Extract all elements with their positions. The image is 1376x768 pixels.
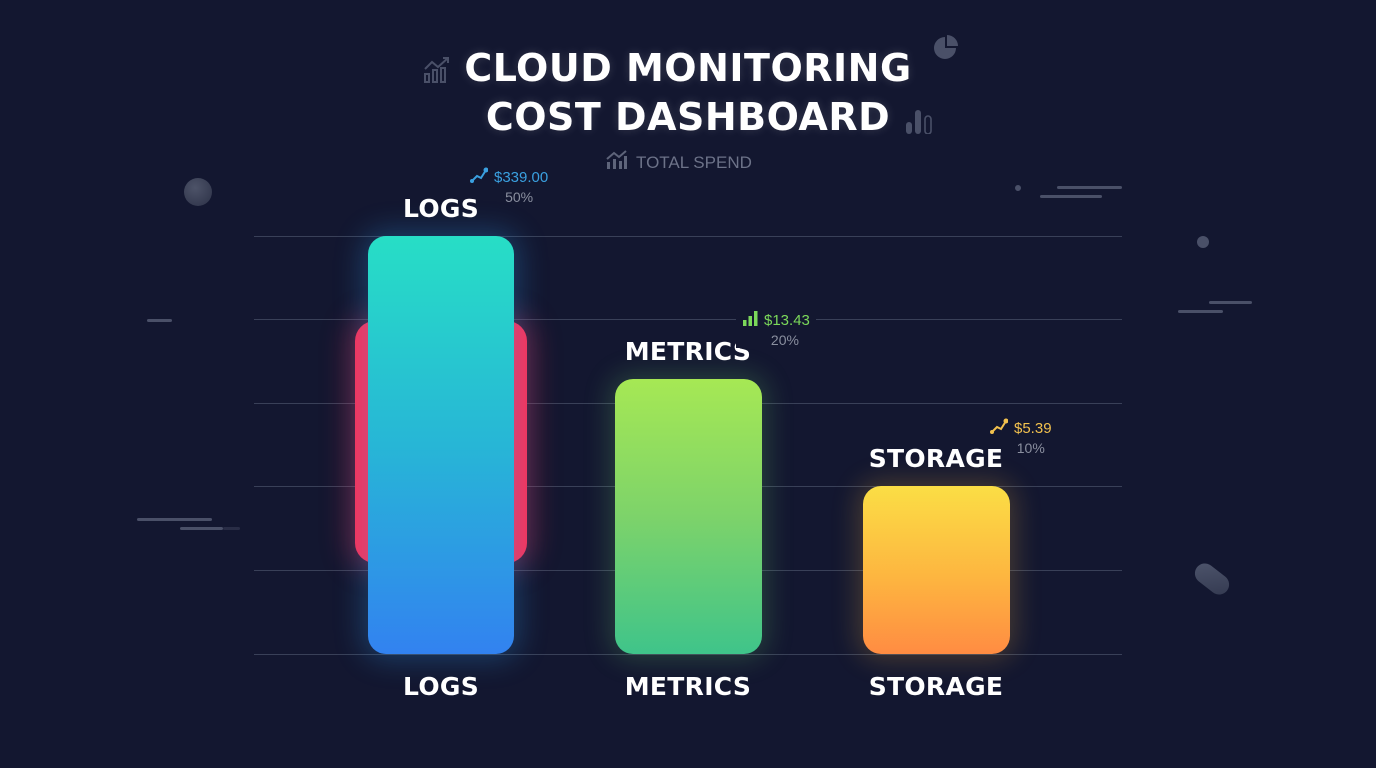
- decor-dash: [137, 518, 212, 521]
- bar-chart-icon: [905, 108, 933, 135]
- subtitle-text: TOTAL SPEND: [636, 152, 752, 172]
- metrics-value-box: $13.43 20%: [736, 310, 816, 348]
- pie-chart-icon: [932, 35, 958, 61]
- metrics-bottom-label: METRICS: [624, 672, 752, 701]
- logs-bottom-label: LOGS: [402, 672, 480, 701]
- gridline: [254, 319, 1122, 320]
- decor-circle: [184, 178, 212, 206]
- decor-dash: [1209, 301, 1252, 304]
- decor-dash: [147, 319, 172, 322]
- logs-value: $339.00: [494, 168, 549, 186]
- gridline: [254, 654, 1122, 655]
- page-title-line1: CLOUD MONITORING: [464, 46, 912, 90]
- subtitle: TOTAL SPEND: [606, 150, 752, 175]
- decor-dash: [1057, 186, 1122, 189]
- metrics-top-label: METRICS: [624, 337, 752, 366]
- storage-bar[interactable]: [863, 486, 1010, 654]
- storage-percent: 10%: [1016, 440, 1045, 456]
- decor-dash: [1178, 310, 1223, 313]
- logs-bar[interactable]: [368, 236, 514, 654]
- decor-dot: [1197, 236, 1209, 248]
- decor-dash: [223, 527, 240, 530]
- decor-dash: [180, 527, 223, 530]
- trend-line-icon: [990, 418, 1009, 438]
- storage-value-box: $5.39 10%: [990, 418, 1052, 456]
- decor-dot: [1015, 185, 1021, 191]
- signal-bars-icon: [742, 310, 758, 330]
- metrics-percent: 20%: [770, 332, 799, 348]
- logs-top-label: LOGS: [402, 194, 480, 223]
- logs-value-box: $339.00 50%: [470, 167, 548, 205]
- storage-top-label: STORAGE: [868, 444, 1004, 473]
- page-title-line2: COST DASHBOARD: [485, 95, 891, 139]
- decor-pill: [1190, 559, 1234, 599]
- gridline: [254, 236, 1122, 237]
- metrics-value: $13.43: [764, 311, 810, 329]
- logs-percent: 50%: [505, 189, 534, 205]
- trend-line-icon: [470, 167, 489, 187]
- bar-chart-trend-icon: [606, 150, 628, 175]
- chart-trend-icon: [422, 55, 452, 85]
- storage-value: $5.39: [1014, 419, 1052, 437]
- decor-dash: [1040, 195, 1102, 198]
- storage-bottom-label: STORAGE: [868, 672, 1004, 701]
- metrics-bar[interactable]: [615, 379, 762, 654]
